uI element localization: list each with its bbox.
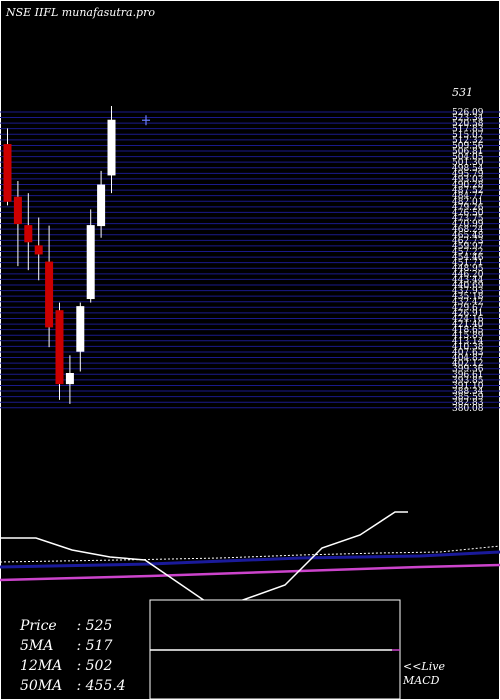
price-level-label: 426.91 — [452, 309, 484, 319]
stats-panel: Price : 525 5MA : 517 12MA : 502 50MA : … — [20, 616, 126, 696]
ma12-label: 12MA — [20, 658, 63, 674]
price-level-label: 402.12 — [452, 359, 484, 369]
candle-body — [86, 225, 95, 300]
price-level-label: 396.61 — [452, 370, 484, 380]
price-level-label: 520.58 — [452, 119, 484, 129]
price-level-label: 413.14 — [452, 337, 484, 347]
price-level-label: 498.54 — [452, 164, 484, 174]
price-level-label: 476.50 — [452, 208, 484, 218]
price-label: Price — [20, 618, 57, 634]
price-level-label: 382.83 — [452, 398, 484, 408]
price-level-label: 424.16 — [452, 314, 484, 324]
ma12-value: 502 — [85, 658, 113, 674]
price-level-label: 380.08 — [452, 404, 484, 414]
price-top-label: 531 — [452, 86, 473, 99]
price-level-label: 415.89 — [452, 331, 484, 341]
price-level-label: 429.67 — [452, 303, 484, 313]
ma12-row: 12MA : 502 — [20, 658, 113, 674]
price-level-label: 385.59 — [452, 393, 484, 403]
price-level-label: 457.22 — [452, 247, 484, 257]
price-level-label: 451.71 — [452, 259, 484, 269]
chart-title: NSE IIFL munafasutra.pro — [6, 6, 155, 19]
price-level-label: 515.07 — [452, 130, 484, 140]
price-grid — [0, 111, 500, 409]
price-level-label: 393.85 — [452, 376, 484, 386]
ma50-label: 50MA — [20, 678, 63, 694]
ma5-row: 5MA : 517 — [20, 638, 113, 654]
price-level-label: 391.10 — [452, 381, 484, 391]
price-level-label: 468.24 — [452, 225, 484, 235]
candle-body — [34, 245, 43, 255]
price-level-label: 465.48 — [452, 231, 484, 241]
price-level-label: 512.32 — [452, 136, 484, 146]
macd-note: <<Live MACD — [403, 660, 445, 688]
price-level-label: 421.40 — [452, 320, 484, 330]
ma50-value: 455.4 — [85, 678, 126, 694]
candle-body — [76, 306, 85, 352]
price-level-label: 482.01 — [452, 197, 484, 207]
price-level-label: 493.03 — [452, 175, 484, 185]
price-level-label: 484.77 — [452, 192, 484, 202]
price-level-label: 487.52 — [452, 186, 484, 196]
price-level-label: 407.63 — [452, 348, 484, 358]
price-level-label: 418.65 — [452, 326, 484, 336]
price-level-label: 446.20 — [452, 270, 484, 280]
price-level-label: 443.44 — [452, 275, 484, 285]
price-level-label: 462.73 — [452, 236, 484, 246]
candle-body — [24, 225, 33, 243]
ma5-line — [0, 545, 500, 563]
price-level-labels: 526.09523.34520.58517.83515.07512.32509.… — [452, 108, 484, 414]
ma5-value: 517 — [85, 638, 113, 654]
price-level-label: 506.81 — [452, 147, 484, 157]
price-level-label: 388.34 — [452, 387, 484, 397]
price-level-label: 495.79 — [452, 169, 484, 179]
ma50-row: 50MA : 455.4 — [20, 678, 126, 694]
candle-body — [107, 119, 116, 176]
price-level-label: 437.93 — [452, 287, 484, 297]
price-level-label: 440.69 — [452, 281, 484, 291]
price-level-label: 404.87 — [452, 354, 484, 364]
candle-body — [65, 373, 74, 385]
price-row: Price : 525 — [20, 618, 113, 634]
price-level-label: 459.97 — [452, 242, 484, 252]
price-level-label: 432.42 — [452, 298, 484, 308]
price-level-label: 504.05 — [452, 153, 484, 163]
macd-note-live: <<Live — [403, 660, 445, 673]
candles — [3, 106, 150, 404]
price-level-label: 448.95 — [452, 264, 484, 274]
macd-note-macd: MACD — [403, 674, 440, 687]
price-level-label: 473.75 — [452, 214, 484, 224]
price-level-label: 435.18 — [452, 292, 484, 302]
price-value: 525 — [85, 618, 113, 634]
candle-body — [13, 196, 22, 225]
candle-body — [3, 144, 12, 202]
ma5-label: 5MA — [20, 638, 54, 654]
price-level-label: 479.26 — [452, 203, 484, 213]
price-level-label: 523.34 — [452, 114, 484, 124]
candle-body — [55, 310, 64, 385]
candle-body — [45, 261, 54, 328]
price-level-label: 410.38 — [452, 342, 484, 352]
candle-body — [97, 184, 106, 227]
price-level-label: 399.36 — [452, 365, 484, 375]
price-level-label: 501.30 — [452, 158, 484, 168]
price-level-label: 490.28 — [452, 181, 484, 191]
ma12-line — [0, 550, 500, 569]
price-level-label: 454.46 — [452, 253, 484, 263]
price-level-label: 526.09 — [452, 108, 484, 118]
price-level-label: 517.83 — [452, 125, 484, 135]
price-level-label: 509.56 — [452, 141, 484, 151]
price-level-label: 470.99 — [452, 220, 484, 230]
macd-panel — [0, 511, 408, 700]
